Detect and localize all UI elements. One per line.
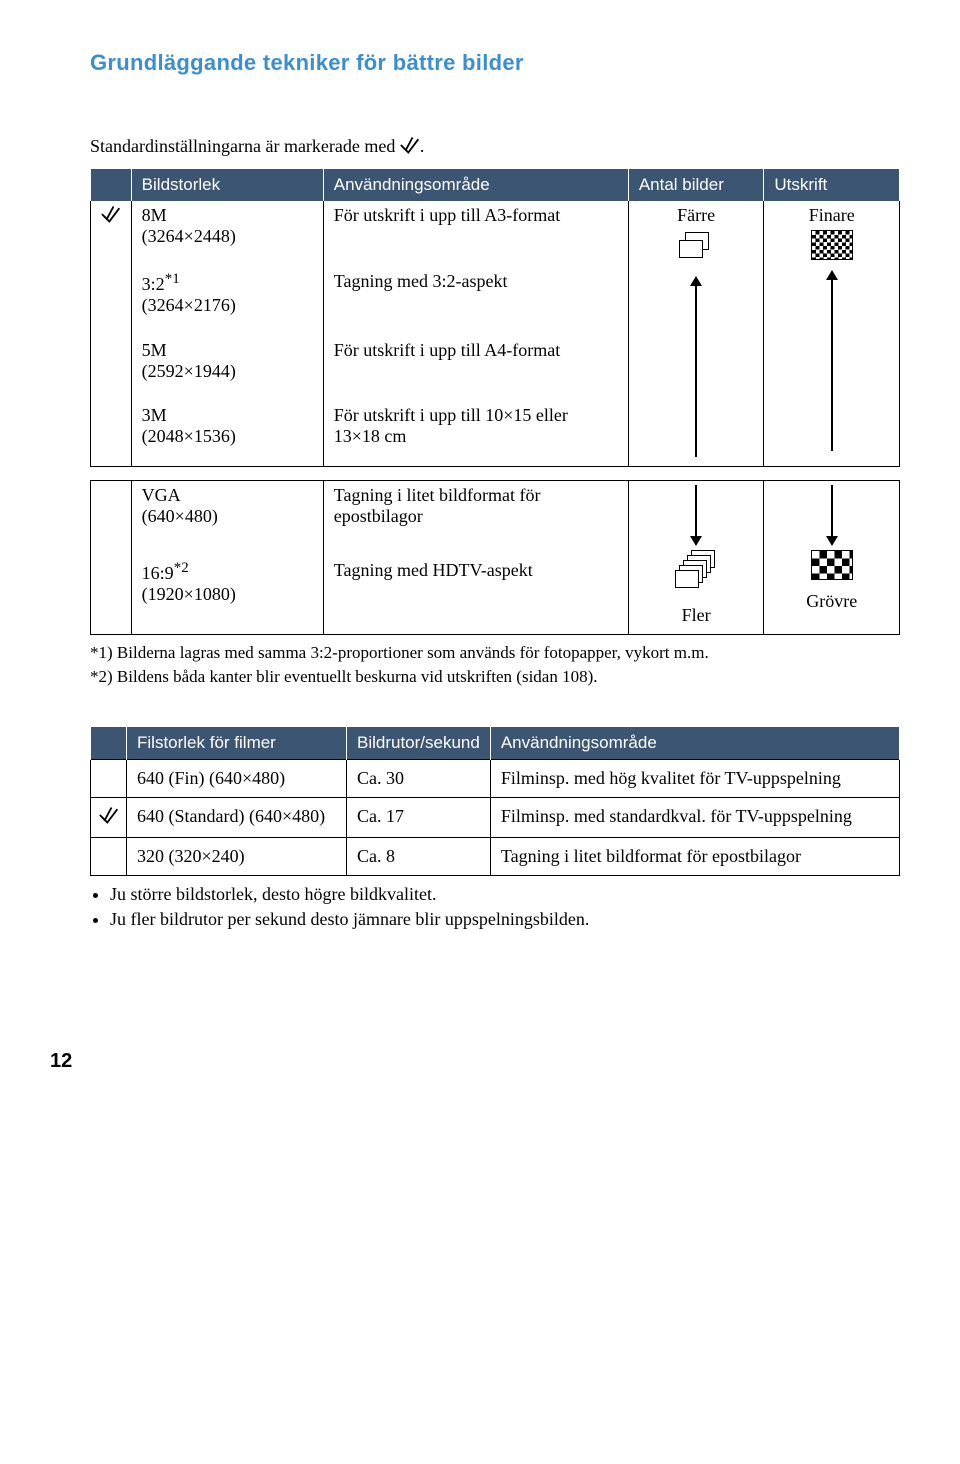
th-use: Användningsområde <box>323 169 628 201</box>
size-dim: (2592×1944) <box>142 361 236 381</box>
fps: Ca. 30 <box>347 760 491 798</box>
use-text: Tagning i litet bildformat för epostbila… <box>490 838 899 876</box>
row-check <box>91 798 127 838</box>
table-row: 8M (3264×2448) För utskrift i upp till A… <box>91 201 900 266</box>
footnote-2: *2) Bildens båda kanter blir eventuellt … <box>90 667 900 687</box>
size-label: VGA <box>142 485 181 505</box>
th-use: Användningsområde <box>490 727 899 760</box>
bullet-item: Ju större bildstorlek, desto högre bildk… <box>110 884 900 905</box>
use-text: För utskrift i upp till 10×15 eller 13×1… <box>323 401 628 467</box>
filesize: 320 (320×240) <box>127 838 347 876</box>
label-grovre: Grövre <box>774 591 889 612</box>
size-dim: (640×480) <box>142 506 218 526</box>
use-text: För utskrift i upp till A4-format <box>323 336 628 401</box>
size-label: 8M <box>142 205 167 225</box>
table-row: 320 (320×240) Ca. 8 Tagning i litet bild… <box>91 838 900 876</box>
row-check <box>91 201 132 266</box>
size-label: 5M <box>142 340 167 360</box>
filesize: 640 (Fin) (640×480) <box>127 760 347 798</box>
stack-few-icon <box>675 230 717 266</box>
size-label: 16:9*2 <box>142 563 189 583</box>
table-header-row: Filstorlek för filmer Bildrutor/sekund A… <box>91 727 900 760</box>
label-farre: Färre <box>639 205 754 226</box>
checker-fine-icon <box>811 230 853 260</box>
check-icon <box>101 205 121 223</box>
th-print: Utskrift <box>764 169 900 201</box>
footnote-1: *1) Bilderna lagras med samma 3:2-propor… <box>90 643 900 663</box>
size-label: 3:2*1 <box>142 274 180 294</box>
size-label: 3M <box>142 405 167 425</box>
fps: Ca. 8 <box>347 838 491 876</box>
checker-coarse-icon <box>811 550 853 580</box>
movie-size-table: Filstorlek för filmer Bildrutor/sekund A… <box>90 727 900 876</box>
page-title: Grundläggande tekniker för bättre bilder <box>90 50 900 76</box>
bullet-list: Ju större bildstorlek, desto högre bildk… <box>90 884 900 930</box>
arrow-up-icon <box>825 271 839 451</box>
use-text: Tagning med 3:2-aspekt <box>323 267 628 336</box>
bullet-item: Ju fler bildrutor per sekund desto jämna… <box>110 909 900 930</box>
use-text: Filminsp. med standardkval. för TV-uppsp… <box>490 798 899 838</box>
size-dim: (2048×1536) <box>142 426 236 446</box>
stack-many-icon <box>675 550 717 594</box>
arrow-up-icon <box>689 277 703 457</box>
table-header-row: Bildstorlek Användningsområde Antal bild… <box>91 169 900 201</box>
arrow-down-icon <box>825 485 839 545</box>
footnotes: *1) Bilderna lagras med samma 3:2-propor… <box>90 643 900 687</box>
size-dim: (1920×1080) <box>142 584 236 604</box>
th-count: Antal bilder <box>628 169 764 201</box>
check-icon <box>400 136 420 159</box>
table-row: 640 (Standard) (640×480) Ca. 17 Filminsp… <box>91 798 900 838</box>
use-text: Tagning i litet bildformat för epostbila… <box>323 481 628 556</box>
intro-period: . <box>420 136 425 156</box>
label-fler: Fler <box>639 605 754 626</box>
use-text: Filminsp. med hög kvalitet för TV-uppspe… <box>490 760 899 798</box>
size-dim: (3264×2176) <box>142 295 236 315</box>
intro-text: Standardinställningarna är markerade med <box>90 136 400 156</box>
use-text: Tagning med HDTV-aspekt <box>323 556 628 635</box>
th-size: Bildstorlek <box>131 169 323 201</box>
table-row: 640 (Fin) (640×480) Ca. 30 Filminsp. med… <box>91 760 900 798</box>
size-dim: (3264×2448) <box>142 226 236 246</box>
page-number: 12 <box>50 1050 900 1073</box>
check-icon <box>99 806 119 824</box>
th-fps: Bildrutor/sekund <box>347 727 491 760</box>
table-row: VGA (640×480) Tagning i litet bildformat… <box>91 481 900 556</box>
use-text: För utskrift i upp till A3-format <box>323 201 628 266</box>
arrow-down-icon <box>689 485 703 545</box>
image-size-table: Bildstorlek Användningsområde Antal bild… <box>90 169 900 635</box>
label-finare: Finare <box>774 205 889 226</box>
th-filesize: Filstorlek för filmer <box>127 727 347 760</box>
fps: Ca. 17 <box>347 798 491 838</box>
filesize: 640 (Standard) (640×480) <box>127 798 347 838</box>
intro-line: Standardinställningarna är markerade med… <box>90 136 900 159</box>
